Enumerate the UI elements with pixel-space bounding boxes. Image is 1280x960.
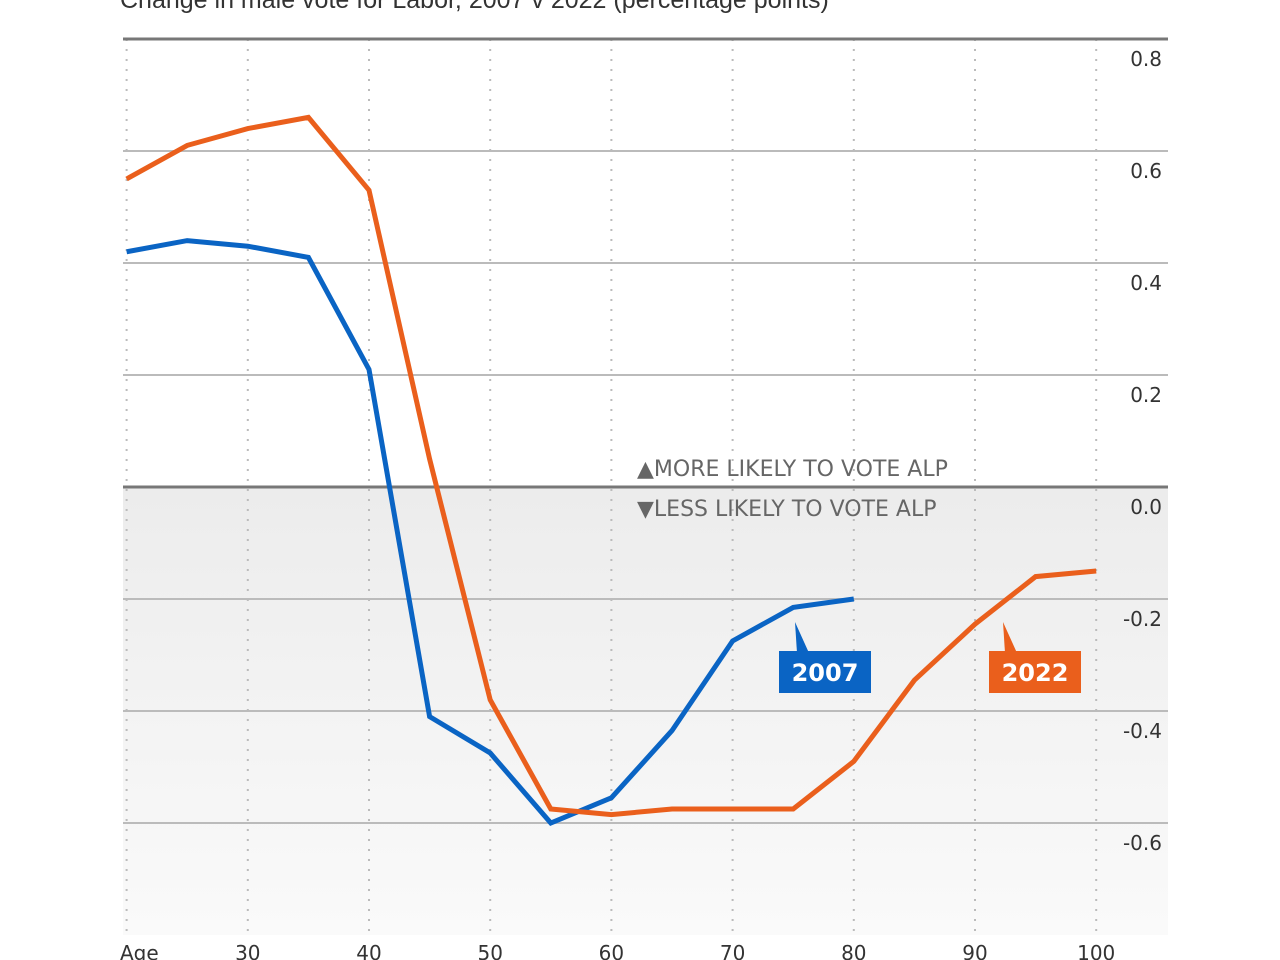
- x-tick-label: 100: [1077, 941, 1115, 960]
- series-line-2007: [126, 238, 855, 827]
- series-label-2007: 2007: [792, 659, 859, 687]
- x-tick-label: 30: [235, 941, 260, 960]
- chart-title: Change in male vote for Labor, 2007 v 20…: [120, 0, 829, 14]
- x-tick-label: 40: [356, 941, 381, 960]
- series-label-box: [989, 651, 1081, 693]
- y-tick-label: -0.2: [1123, 607, 1162, 631]
- y-tick-label: 0.6: [1130, 159, 1162, 183]
- series-label-2022: 2022: [1002, 659, 1069, 687]
- label-pointer: [795, 622, 809, 653]
- x-tick-label: 50: [477, 941, 502, 960]
- x-tick-label: 70: [720, 941, 745, 960]
- less-likely-annotation: ▼LESS LIKELY TO VOTE ALP: [637, 497, 936, 522]
- y-tick-label: 0.0: [1130, 495, 1162, 519]
- more-likely-annotation: ▲MORE LIKELY TO VOTE ALP: [637, 457, 948, 482]
- y-tick-label: -0.4: [1123, 719, 1162, 743]
- x-tick-label: 60: [599, 941, 624, 960]
- x-tick-label: 80: [841, 941, 866, 960]
- x-axis-label: Age: [120, 941, 159, 960]
- series-label-box: [779, 651, 871, 693]
- label-pointer: [1003, 622, 1017, 653]
- series-line-2022: [125, 114, 1097, 818]
- y-tick-label: -0.6: [1123, 831, 1162, 855]
- y-tick-label: 0.8: [1130, 47, 1162, 71]
- y-tick-label: 0.2: [1130, 383, 1162, 407]
- y-tick-label: 0.4: [1130, 271, 1162, 295]
- x-tick-label: 90: [962, 941, 987, 960]
